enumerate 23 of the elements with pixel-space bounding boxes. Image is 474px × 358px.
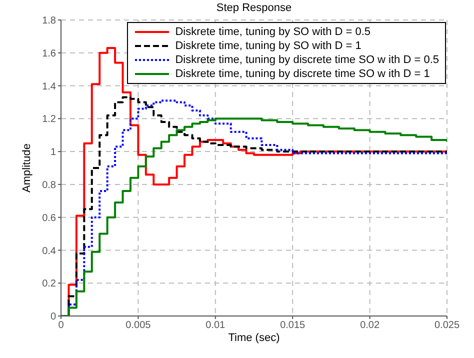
x-tick-label: 0 [58,320,64,332]
y-tick-label: 1 [50,147,56,158]
y-tick-label: 0 [50,312,56,323]
legend-label: Diskrete time, tuning by discrete time SO w ith D = 0.5 [175,53,439,67]
x-tick-label: 0.005 [126,320,152,332]
chart-title: Step Response [215,2,293,14]
y-tick-label: 0.8 [42,180,56,191]
legend-label: Diskrete time, tuning by SO with D = 1 [175,39,362,53]
y-tick-label: 1.8 [42,16,56,27]
x-tick-label: 0.02 [360,320,380,332]
x-tick-label: 0.01 [206,320,226,332]
x-tick-label: 0.015 [280,320,306,332]
legend-label: Diskrete time, tuning by discrete time SO w ith D = 1 [175,67,430,81]
y-tick-label: 1.6 [42,48,56,60]
y-tick-label: 0.4 [42,246,56,257]
y-tick-label: 0.6 [42,212,56,224]
x-axis-title: Time (sec) [227,332,281,344]
y-tick-label: 0.2 [42,278,56,290]
legend-label: Diskrete time, tuning by SO with D = 0.5 [175,25,371,39]
y-tick-label: 1.4 [42,81,56,92]
x-tick-label: 0.025 [434,320,460,332]
y-tick-label: 1.2 [42,114,56,126]
y-axis-title: Amplitude [21,144,33,192]
